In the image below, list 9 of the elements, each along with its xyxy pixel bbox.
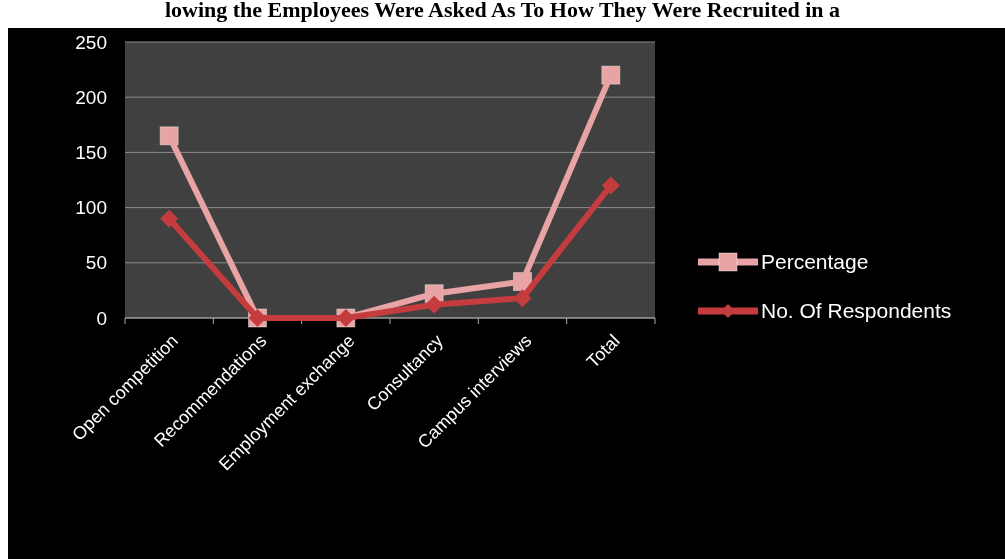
- y-tick-label: 250: [75, 31, 107, 53]
- y-tick-label: 200: [75, 86, 107, 108]
- y-tick-label: 0: [96, 307, 107, 329]
- chart-title: lowing the Employees Were Asked As To How They Were Recruited in a: [164, 0, 841, 22]
- legend-label: Percentage: [761, 250, 869, 274]
- y-tick-label: 50: [85, 252, 107, 274]
- y-tick-label: 100: [75, 197, 107, 219]
- legend-label: No. Of Respondents: [761, 299, 952, 323]
- y-tick-label: 150: [75, 142, 107, 164]
